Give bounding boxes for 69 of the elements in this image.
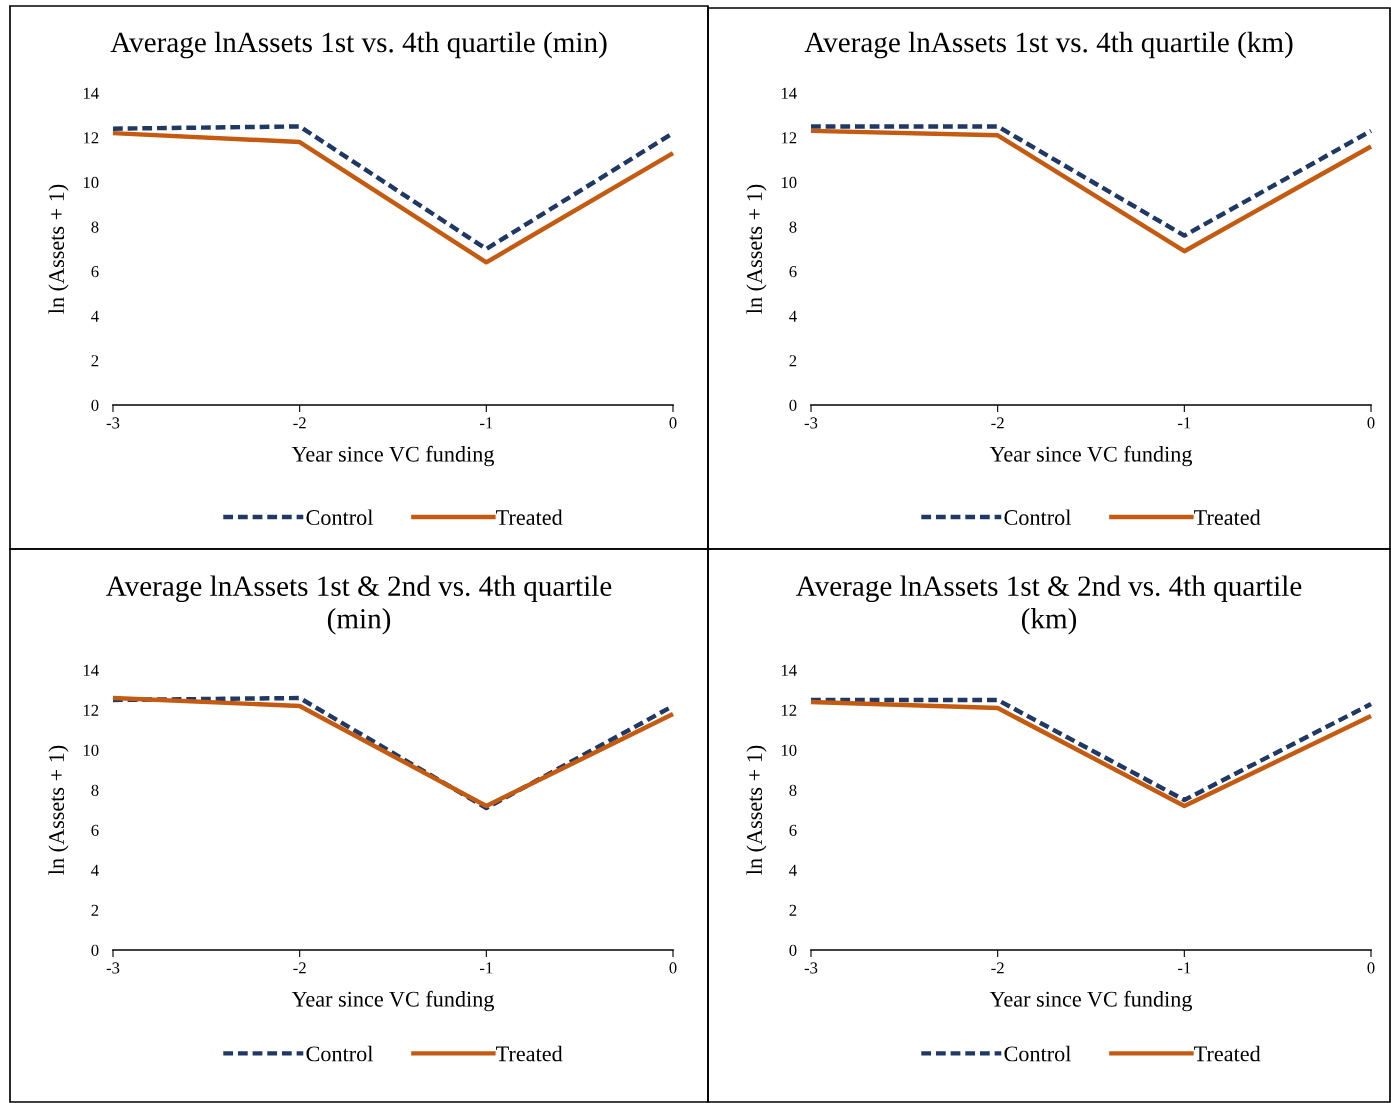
y-tick-label: 0 bbox=[789, 399, 797, 411]
x-tick-label: 0 bbox=[1367, 417, 1375, 429]
chart-title: Average lnAssets 1st & 2nd vs. 4th quartile (min) bbox=[106, 575, 612, 635]
y-tick-label: 14 bbox=[83, 664, 99, 676]
y-tick-label: 2 bbox=[789, 904, 797, 916]
y-tick-label: 6 bbox=[91, 824, 99, 836]
x-tick-label: -1 bbox=[1178, 962, 1191, 974]
x-tick-label: -2 bbox=[991, 962, 1004, 974]
y-tick-label: 6 bbox=[91, 266, 99, 278]
y-tick-label: 4 bbox=[91, 310, 99, 322]
y-tick-label: 0 bbox=[91, 944, 99, 956]
y-tick-label: 10 bbox=[83, 176, 99, 189]
y-tick-label: 14 bbox=[781, 664, 797, 676]
y-tick-label: 10 bbox=[83, 744, 99, 756]
legend-label: Control bbox=[306, 1045, 373, 1062]
y-tick-label: 8 bbox=[789, 784, 797, 796]
legend-label: Treated bbox=[496, 1045, 563, 1062]
x-tick-label: -2 bbox=[293, 417, 306, 429]
legend-label: Control bbox=[1004, 509, 1071, 526]
chart-title: Average lnAssets 1st vs. 4th quartile (km) bbox=[804, 31, 1293, 59]
x-tick-label: -1 bbox=[480, 962, 493, 974]
y-tick-label: 2 bbox=[91, 904, 99, 916]
x-axis-title: Year since VC funding bbox=[989, 445, 1193, 467]
legend-label: Control bbox=[306, 509, 373, 526]
x-tick-label: -1 bbox=[1178, 417, 1191, 429]
y-tick-label: 0 bbox=[789, 944, 797, 956]
x-tick-label: -3 bbox=[804, 962, 818, 974]
y-tick-label: 4 bbox=[91, 864, 99, 876]
y-tick-label: 0 bbox=[91, 399, 99, 411]
x-tick-label: -3 bbox=[106, 417, 120, 429]
x-axis-title: Year since VC funding bbox=[989, 990, 1193, 1012]
y-axis-title: ln (Assets + 1) bbox=[746, 745, 767, 875]
y-axis-title: ln (Assets + 1) bbox=[48, 745, 69, 875]
y-tick-label: 8 bbox=[91, 221, 99, 233]
x-axis-title: Year since VC funding bbox=[291, 990, 495, 1012]
y-tick-label: 14 bbox=[781, 87, 797, 99]
y-tick-label: 14 bbox=[83, 87, 99, 99]
legend-label: Control bbox=[1004, 1045, 1071, 1062]
y-tick-label: 10 bbox=[781, 744, 797, 756]
x-tick-label: -3 bbox=[804, 417, 818, 429]
y-tick-label: 6 bbox=[789, 824, 797, 836]
y-tick-label: 12 bbox=[83, 704, 99, 716]
y-tick-label: 8 bbox=[789, 221, 797, 233]
legend-label: Treated bbox=[1194, 509, 1261, 526]
y-tick-label: 12 bbox=[781, 704, 797, 716]
y-axis-title: ln (Assets + 1) bbox=[48, 184, 69, 314]
y-tick-label: 2 bbox=[789, 355, 797, 367]
x-tick-label: 0 bbox=[669, 962, 677, 974]
y-tick-label: 6 bbox=[789, 266, 797, 278]
y-tick-label: 12 bbox=[781, 132, 797, 144]
x-tick-label: -1 bbox=[480, 417, 493, 429]
y-tick-label: 12 bbox=[83, 132, 99, 144]
x-tick-label: -2 bbox=[991, 417, 1004, 429]
x-tick-label: 0 bbox=[1367, 962, 1375, 974]
y-tick-label: 4 bbox=[789, 310, 797, 322]
y-axis-title: ln (Assets + 1) bbox=[746, 184, 767, 314]
x-axis-title: Year since VC funding bbox=[291, 445, 495, 467]
legend-label: Treated bbox=[1194, 1045, 1261, 1062]
x-tick-label: 0 bbox=[669, 417, 677, 429]
x-tick-label: -2 bbox=[293, 962, 306, 974]
y-tick-label: 2 bbox=[91, 355, 99, 367]
line-series bbox=[808, 128, 1374, 254]
y-tick-label: 8 bbox=[91, 784, 99, 796]
y-tick-label: 10 bbox=[781, 176, 797, 189]
x-tick-label: -3 bbox=[106, 962, 120, 974]
legend-label: Treated bbox=[496, 509, 563, 526]
chart-title: Average lnAssets 1st & 2nd vs. 4th quartile (km) bbox=[796, 575, 1302, 635]
y-tick-label: 4 bbox=[789, 864, 797, 876]
chart-title: Average lnAssets 1st vs. 4th quartile (min) bbox=[110, 31, 607, 59]
